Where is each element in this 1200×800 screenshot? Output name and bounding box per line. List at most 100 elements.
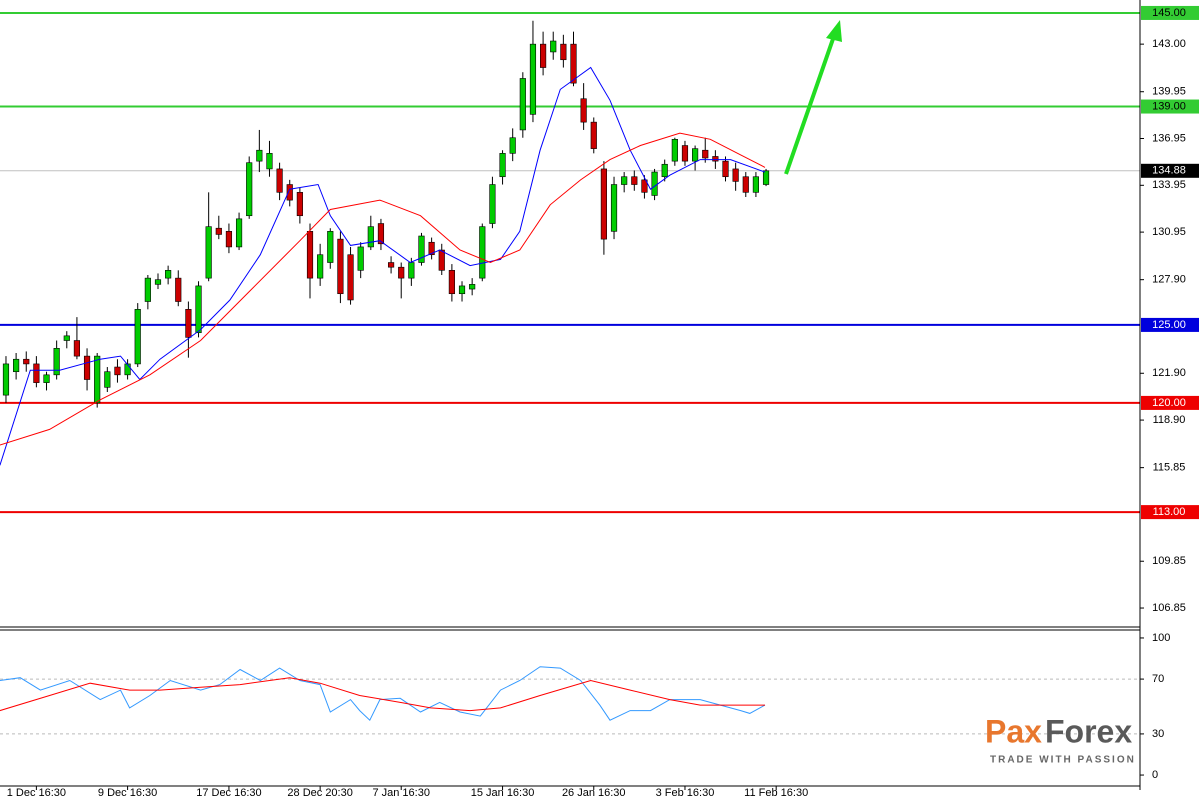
level-label: 125.00	[1152, 319, 1186, 331]
candle-body	[681, 145, 689, 162]
candle-body	[215, 227, 222, 235]
y-tick-label: 118.90	[1153, 414, 1186, 426]
osc-tick-label: 0	[1152, 769, 1158, 781]
candle-body	[225, 231, 233, 248]
candle-body	[590, 121, 597, 149]
candle-body	[499, 153, 506, 178]
y-tick-label: 109.85	[1152, 555, 1186, 567]
oscillator-line	[0, 677, 765, 712]
logo-right: Forex	[1045, 713, 1132, 749]
candle-body	[428, 241, 435, 256]
candle-body	[104, 371, 111, 388]
candle-body	[600, 168, 607, 240]
candle-body	[114, 366, 121, 376]
y-tick-label: 121.90	[1152, 367, 1186, 379]
level-label-box	[1141, 317, 1199, 332]
candle-body	[256, 149, 263, 162]
x-tick-label: 28 Dec 20:30	[287, 787, 352, 799]
logo: Pax Forex TRADE WITH PASSION	[985, 713, 1136, 766]
candle-body	[540, 43, 547, 68]
candle-body	[357, 246, 364, 271]
candle-body	[154, 279, 162, 285]
logo-tagline: TRADE WITH PASSION	[990, 755, 1136, 766]
candle-body	[438, 249, 445, 271]
candle-body	[509, 137, 516, 154]
level-label: 139.00	[1152, 100, 1186, 112]
candle-body	[752, 176, 759, 193]
candle-body	[560, 43, 567, 61]
candle-body	[276, 168, 283, 193]
x-tick-label: 1 Dec 16:30	[7, 787, 66, 799]
candle-body	[621, 176, 628, 185]
candle-body	[448, 270, 455, 295]
candle-body	[337, 238, 344, 295]
x-tick-label: 26 Jan 16:30	[562, 787, 626, 799]
candle-body	[195, 285, 202, 334]
y-tick-label: 143.00	[1152, 38, 1186, 50]
candle-body	[550, 40, 557, 53]
logo-left: Pax	[985, 713, 1042, 749]
candle-body	[286, 184, 293, 201]
candle-body	[489, 184, 496, 224]
candle-body	[317, 254, 324, 279]
candle-body	[144, 277, 151, 302]
candle-body	[23, 358, 30, 365]
candle-body	[246, 162, 253, 217]
candle-body	[479, 226, 486, 279]
candle-body	[185, 309, 192, 338]
candle-body	[53, 348, 60, 376]
level-label: 134.88	[1152, 165, 1186, 177]
candle-body	[124, 363, 131, 376]
y-tick-label: 133.95	[1152, 179, 1186, 191]
candle-body	[458, 285, 466, 295]
candle-body	[661, 163, 668, 178]
level-label-box	[1141, 163, 1199, 178]
candle-body	[692, 148, 699, 162]
candle-body	[418, 235, 425, 263]
candle-body	[347, 254, 354, 301]
x-tick-label: 15 Jan 16:30	[471, 787, 535, 799]
level-label-box	[1141, 99, 1199, 114]
x-tick-label: 3 Feb 16:30	[656, 787, 715, 799]
candle-body	[175, 277, 182, 302]
forecast-arrow-head	[826, 20, 842, 42]
candle-body	[408, 262, 415, 279]
candle-body	[235, 218, 243, 248]
candle-body	[651, 171, 658, 196]
candle-body	[134, 309, 141, 365]
candle-body	[73, 340, 81, 357]
candle-body	[266, 153, 273, 170]
level-label-box	[1141, 505, 1199, 520]
y-tick-label: 115.85	[1153, 462, 1186, 474]
candle-body	[296, 192, 303, 217]
candle-body	[570, 43, 577, 84]
candle-body	[306, 231, 314, 279]
layers: 143.00 139.95 136.95 133.95 130.95 127.90 121.…	[0, 5, 1199, 799]
level-label: 120.00	[1152, 397, 1186, 409]
x-tick-label: 17 Dec 16:30	[196, 787, 261, 799]
y-tick-label: 106.85	[1152, 602, 1186, 614]
candle-body	[469, 284, 476, 290]
forecast-arrow	[784, 35, 836, 175]
level-label: 113.00	[1153, 506, 1186, 518]
candle-body	[742, 176, 749, 193]
candle-body	[33, 363, 40, 383]
candle-body	[94, 355, 101, 404]
candle-body	[671, 138, 678, 162]
candle-body	[43, 374, 50, 383]
x-tick-label: 7 Jan 16:30	[372, 787, 430, 799]
candle-body	[641, 179, 648, 193]
candle-body	[529, 43, 537, 115]
y-tick-label: 127.90	[1152, 274, 1186, 286]
moving-average	[0, 66, 766, 466]
x-tick-label: 9 Dec 16:30	[98, 787, 157, 799]
oscillator-line	[0, 666, 766, 722]
osc-tick-label: 100	[1152, 632, 1170, 644]
candle-body	[377, 223, 385, 245]
candle-body	[63, 335, 70, 341]
candle-body	[702, 149, 709, 159]
candle-body	[610, 184, 618, 232]
candle-body	[762, 170, 770, 185]
